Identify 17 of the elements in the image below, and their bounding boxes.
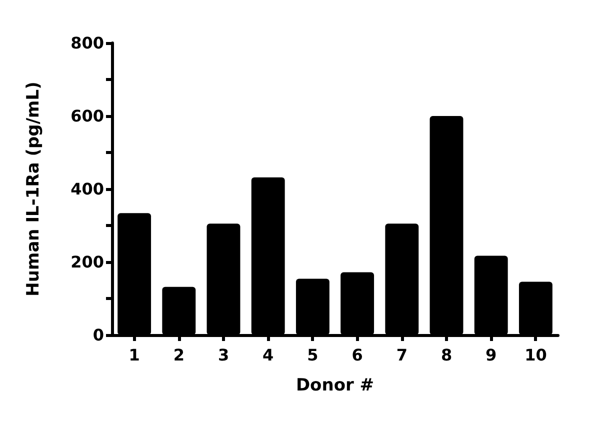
- y-tick-label: 600: [70, 106, 104, 126]
- x-axis-title: Donor #: [296, 376, 374, 396]
- y-tick-label: 800: [70, 34, 104, 52]
- x-tick-label: 7: [396, 346, 408, 364]
- x-tick-label: 5: [307, 346, 318, 364]
- x-tick-label: 8: [440, 346, 452, 364]
- y-tick-label: 0: [92, 326, 104, 344]
- y-tick-label: 200: [70, 252, 104, 272]
- x-tick-label: 4: [262, 346, 274, 364]
- x-tick-label: 9: [486, 346, 497, 364]
- x-tick-label: 2: [173, 346, 184, 364]
- y-axis-title: Human IL-1Ra (pg/mL): [24, 82, 44, 296]
- y-tick-label: 400: [70, 180, 104, 198]
- x-tick-label: 10: [524, 346, 547, 364]
- x-tick-label: 3: [218, 346, 230, 364]
- x-tick-label: 6: [352, 346, 363, 364]
- x-tick-label: 1: [128, 346, 140, 364]
